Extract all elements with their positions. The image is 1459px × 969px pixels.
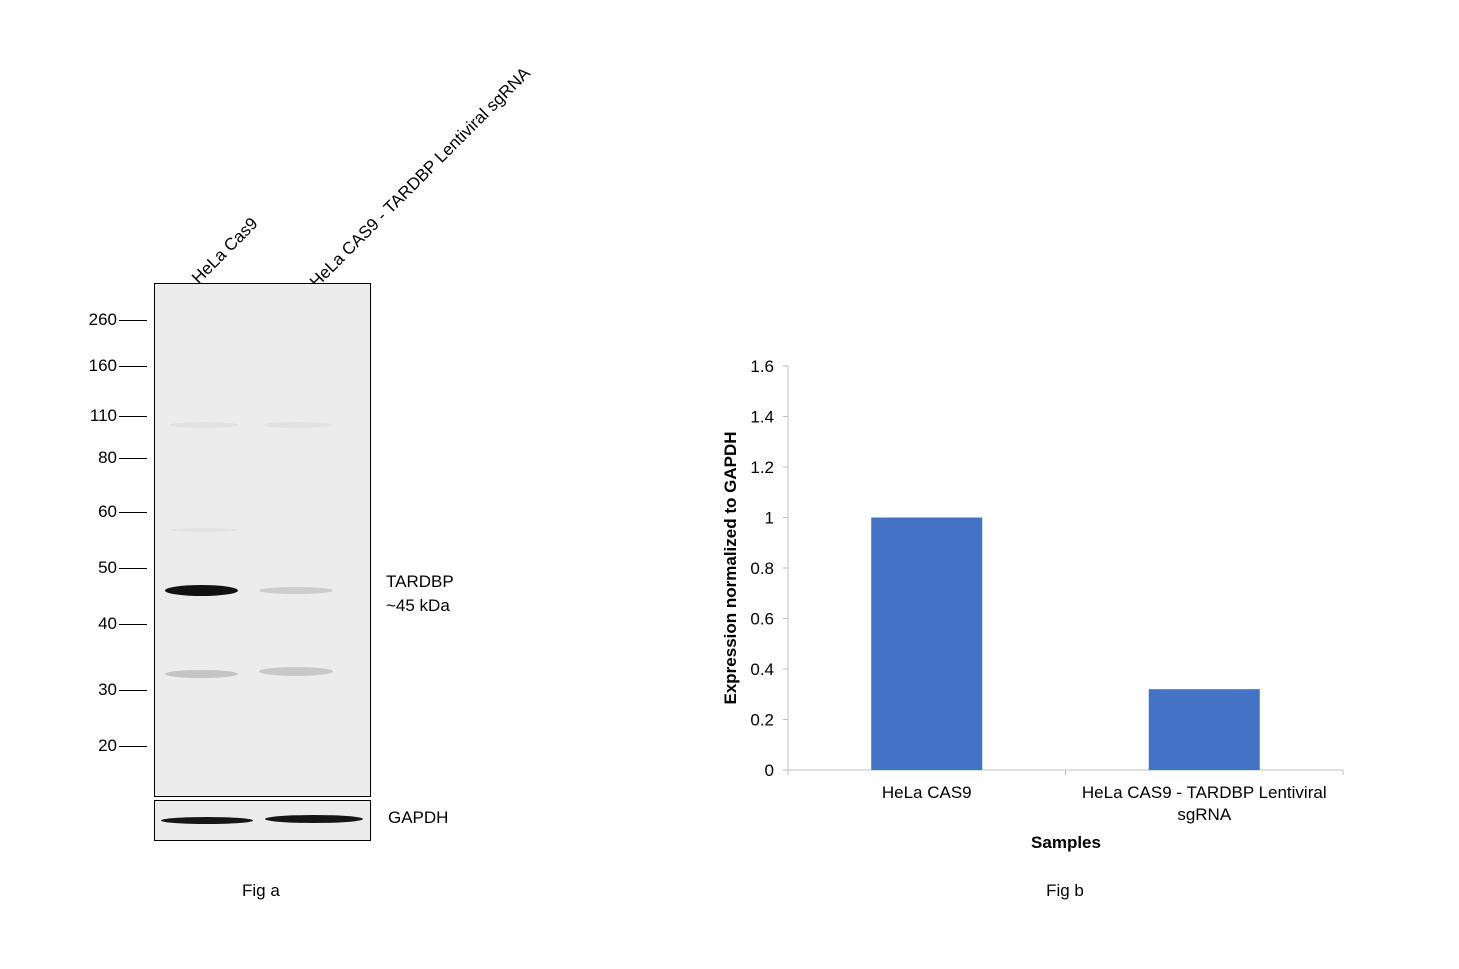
marker-tick-60 — [119, 512, 147, 513]
band-lane1-gapdh — [161, 817, 253, 824]
x-category-label: sgRNA — [1177, 805, 1232, 824]
marker-tick-20 — [119, 746, 147, 747]
y-tick-label: 1.4 — [750, 408, 774, 427]
y-tick-label: 1.6 — [750, 357, 774, 376]
band-lane1-tardbp — [165, 585, 238, 596]
y-tick-label: 0.8 — [750, 559, 774, 578]
fig-a-caption: Fig a — [242, 881, 280, 900]
bar-1 — [871, 517, 983, 770]
marker-tick-110 — [119, 416, 147, 417]
band-lane1-32kda — [165, 670, 238, 678]
x-axis-title: Samples — [1031, 833, 1101, 852]
marker-40: 40 — [98, 614, 117, 633]
y-tick-label: 0 — [765, 761, 774, 780]
marker-tick-30 — [119, 690, 147, 691]
loading-control-label: GAPDH — [388, 808, 449, 827]
marker-20: 20 — [98, 736, 117, 755]
fig-b-caption: Fig b — [1046, 881, 1084, 900]
band-lane2-32kda — [259, 667, 333, 676]
marker-tick-160 — [119, 366, 147, 367]
y-tick-label: 0.4 — [750, 660, 774, 679]
marker-260: 260 — [88, 310, 117, 329]
faint-band-lane1-110 — [169, 422, 239, 428]
marker-80: 80 — [98, 448, 117, 467]
marker-tick-260 — [119, 320, 147, 321]
faint-band-lane1-55 — [169, 528, 239, 532]
marker-50: 50 — [98, 558, 117, 577]
y-tick-label: 1.2 — [750, 458, 774, 477]
blot-membrane-tardbp — [154, 283, 371, 797]
band-lane2-gapdh — [265, 815, 363, 823]
blot-membrane-gapdh — [154, 800, 371, 841]
marker-tick-80 — [119, 458, 147, 459]
y-tick-label: 1 — [765, 509, 774, 528]
y-axis-title: Expression normalized to GAPDH — [721, 432, 740, 705]
marker-tick-50 — [119, 568, 147, 569]
target-label: TARDBP — [386, 572, 454, 591]
faint-band-lane2-110 — [263, 422, 333, 428]
x-category-label: HeLa CAS9 - TARDBP Lentiviral — [1082, 783, 1327, 802]
marker-60: 60 — [98, 502, 117, 521]
marker-160: 160 — [88, 356, 117, 375]
bar-2 — [1148, 689, 1260, 770]
band-lane2-tardbp — [259, 587, 333, 594]
marker-110: 110 — [89, 406, 117, 425]
marker-tick-40 — [119, 624, 147, 625]
y-tick-label: 0.6 — [750, 610, 774, 629]
marker-30: 30 — [98, 680, 117, 699]
x-category-label: HeLa CAS9 — [882, 783, 972, 802]
y-tick-label: 0.2 — [750, 711, 774, 730]
target-size: ~45 kDa — [386, 596, 450, 615]
